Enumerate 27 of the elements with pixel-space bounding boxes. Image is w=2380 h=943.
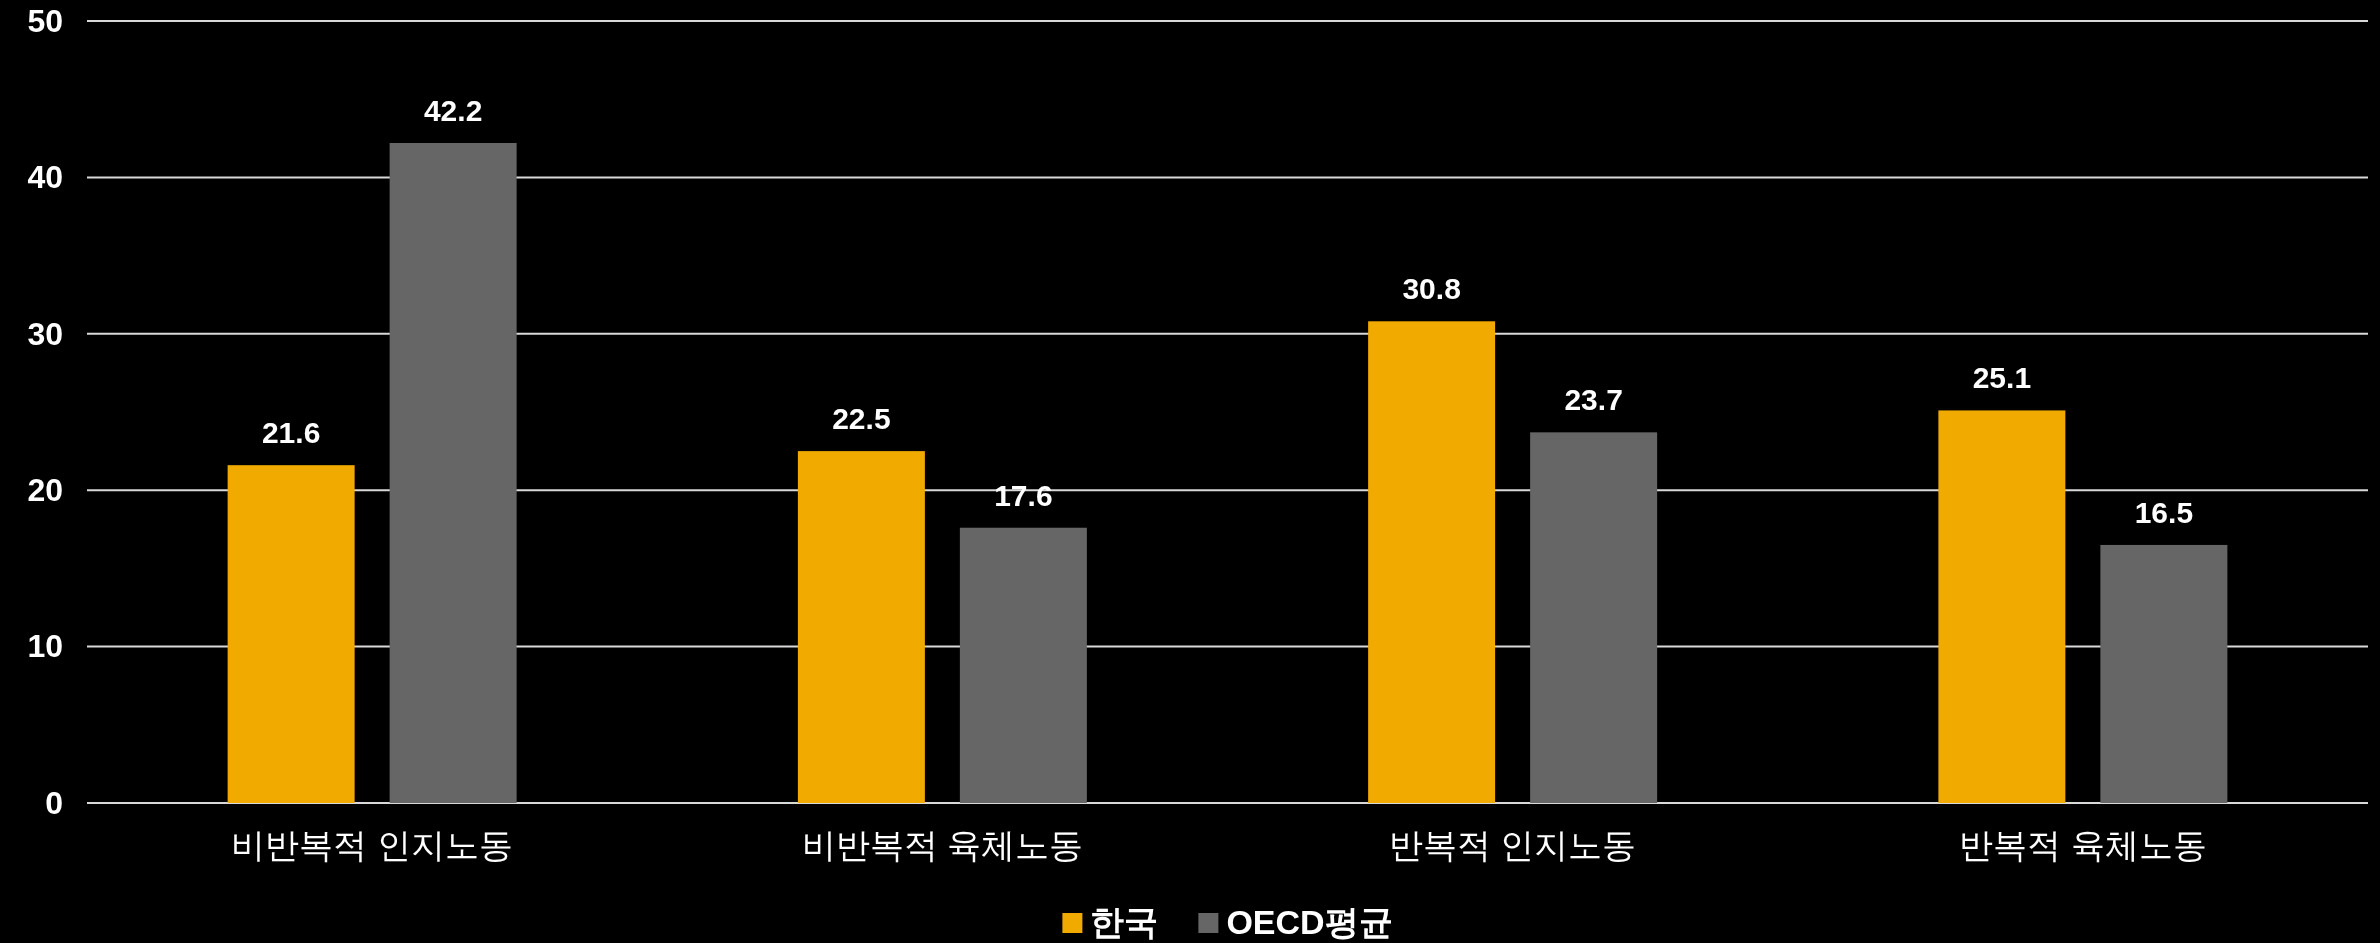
bar [389, 142, 517, 803]
bar [227, 465, 355, 803]
x-tick-label: 반복적 인지노동 [1388, 826, 1637, 865]
data-label: 16.5 [2134, 495, 2194, 529]
data-label: 22.5 [832, 402, 891, 436]
data-label: 25.1 [1972, 361, 2032, 395]
x-tick-label: 비반복적 인지노동 [231, 826, 513, 865]
bar [797, 451, 925, 803]
bar [1530, 432, 1658, 803]
x-tick-label: 비반복적 육체노동 [801, 826, 1084, 865]
data-label: 21.6 [261, 416, 321, 450]
y-tick-label: 50 [27, 2, 63, 39]
y-tick-label: 20 [27, 471, 63, 508]
y-tick-label: 30 [27, 315, 63, 352]
bar [1368, 321, 1496, 803]
bar [2100, 544, 2228, 803]
x-tick-label: 반복적 육체노동 [1959, 826, 2207, 865]
y-tick-label: 0 [45, 784, 63, 821]
legend-label: 한국 [1090, 903, 1159, 941]
data-label: 30.8 [1402, 272, 1461, 306]
legend-label: OECD평균 [1226, 903, 1393, 941]
y-tick-label: 40 [27, 159, 63, 196]
bar [1938, 410, 2066, 803]
data-label: 42.2 [423, 93, 483, 127]
y-tick-label: 10 [27, 628, 63, 665]
data-label: 23.7 [1564, 383, 1623, 417]
bar [959, 527, 1087, 803]
